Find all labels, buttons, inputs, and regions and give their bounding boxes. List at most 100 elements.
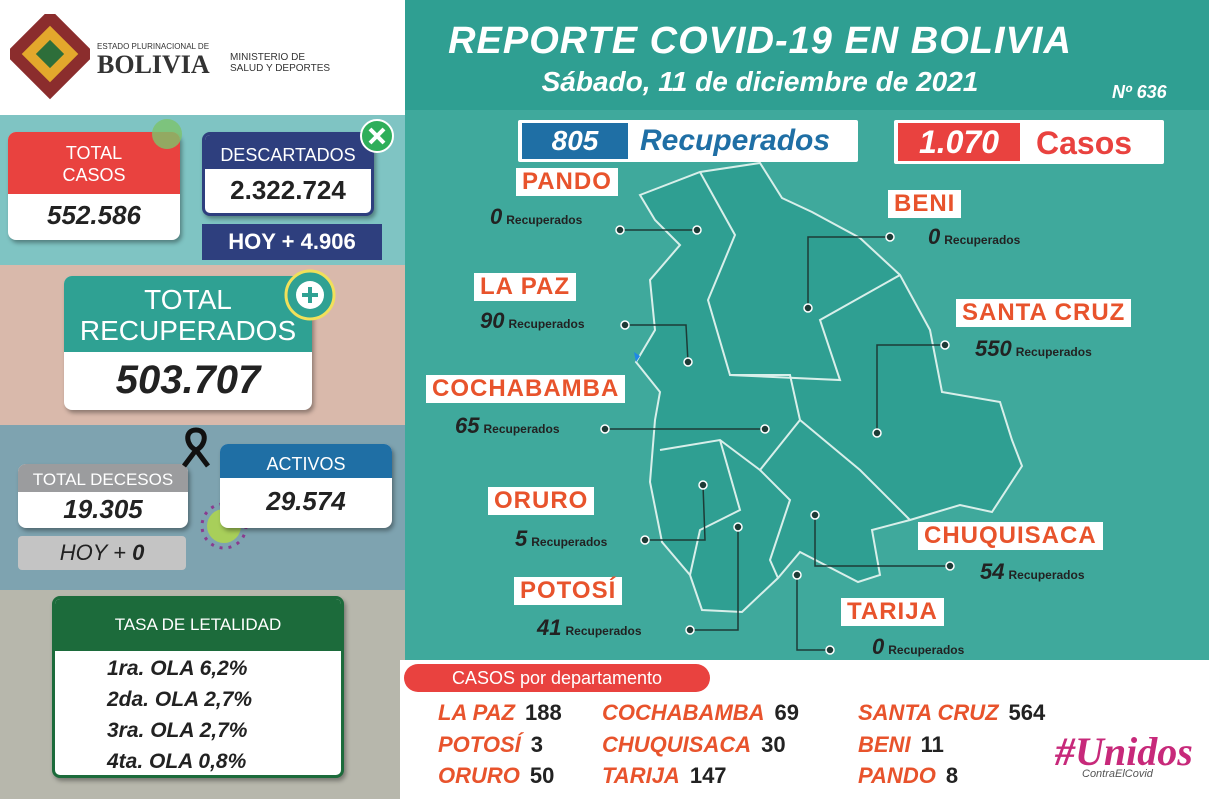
leader-line <box>814 515 950 567</box>
lethality-row: 1ra. OLA 6,2% <box>107 657 248 680</box>
title: REPORTE COVID-19 EN BOLIVIA <box>448 20 1072 62</box>
leader-line <box>625 324 689 363</box>
label: ACTIVOS <box>220 444 392 478</box>
recovered-card: TOTAL RECUPERADOS 503.707 <box>64 276 312 410</box>
leader-line <box>876 344 945 433</box>
date: Sábado, 11 de diciembre de 2021 <box>541 66 979 97</box>
active-card: ACTIVOS 29.574 <box>220 444 392 528</box>
unit: Recuperados <box>483 422 560 436</box>
label: HOY + <box>59 540 126 565</box>
name: POTOSÍ <box>438 732 521 757</box>
department-name: POTOSÍ <box>514 577 623 605</box>
label: RECUPERADOS <box>79 315 297 346</box>
department-name: BENI <box>888 190 962 218</box>
department-recovered: 550 Recuperados <box>975 336 1092 362</box>
unit: Recuperados <box>565 624 642 638</box>
lethality-card: TASA DE LETALIDAD 1ra. OLA 6,2% 2da. OLA … <box>52 596 344 778</box>
value: 29.574 <box>266 486 346 516</box>
dot <box>872 428 882 438</box>
department-cases: TARIJA 147 <box>602 763 727 789</box>
department-recovered: 65 Recuperados <box>455 413 560 439</box>
lethality-row: 2da. OLA 2,7% <box>107 688 253 711</box>
label: Casos <box>1036 125 1133 161</box>
logo-emblem <box>10 14 90 100</box>
lethality-row: 4ta. OLA 0,8% <box>107 750 247 773</box>
value: 3 <box>530 732 543 757</box>
department-cases: SANTA CRUZ 564 <box>858 700 1045 726</box>
ministry: MINISTERIO DE <box>230 52 306 63</box>
label: TOTAL <box>65 143 123 163</box>
department-cases: POTOSÍ 3 <box>438 732 543 758</box>
value: 11 <box>920 732 944 757</box>
department-cases: BENI 11 <box>858 732 944 758</box>
value: 19.305 <box>63 494 143 524</box>
unit: Recuperados <box>1015 345 1092 359</box>
department-name: LA PAZ <box>474 273 576 301</box>
value: 805 <box>522 123 628 159</box>
gov-name: BOLIVIA <box>97 50 210 79</box>
value: 69 <box>774 700 800 725</box>
department-recovered: 90 Recuperados <box>480 308 585 334</box>
value: 188 <box>525 700 562 725</box>
name: ORURO <box>438 763 520 788</box>
hashtag: #Unidos <box>1055 729 1193 774</box>
name: BENI <box>858 732 911 757</box>
department-cases: COCHABAMBA 69 <box>602 700 799 726</box>
value: 2.322.724 <box>230 175 346 205</box>
value: 41 <box>537 615 562 640</box>
dot <box>615 225 625 235</box>
unit: Recuperados <box>944 233 1021 247</box>
deaths-today: HOY + 0 <box>18 536 186 570</box>
ministry: SALUD Y DEPORTES <box>230 63 331 74</box>
department-cases: CHUQUISACA 30 <box>602 732 786 758</box>
dot <box>945 561 955 571</box>
department-cases: PANDO 8 <box>858 763 958 789</box>
dot <box>733 522 743 532</box>
dot <box>698 480 708 490</box>
total-cases-card: TOTAL CASOS 552.586 <box>8 132 180 240</box>
hashtag-sub: ContraElCovid <box>1082 768 1153 780</box>
department-name: PANDO <box>516 168 618 196</box>
gov-line: ESTADO PLURINACIONAL DE <box>97 42 210 51</box>
value: 5 <box>515 526 528 551</box>
label: TOTAL <box>144 284 232 315</box>
department-name: COCHABAMBA <box>426 375 626 403</box>
label: TASA DE LETALIDAD <box>55 599 341 651</box>
deaths-card: TOTAL DECESOS 19.305 <box>18 464 188 528</box>
value: 54 <box>980 559 1005 584</box>
department-recovered: 0 Recuperados <box>928 224 1020 250</box>
leader-line <box>796 575 830 651</box>
department-recovered: 0 Recuperados <box>490 204 582 230</box>
leader-line <box>690 527 739 631</box>
dot <box>825 645 835 655</box>
label: DESCARTADOS <box>205 135 371 169</box>
bolivia-shape <box>634 161 1024 614</box>
department-recovered: 54 Recuperados <box>980 559 1085 585</box>
dot <box>620 320 630 330</box>
dot <box>640 535 650 545</box>
name: SANTA CRUZ <box>858 700 999 725</box>
name: LA PAZ <box>438 700 515 725</box>
dot <box>683 357 693 367</box>
cases-by-dept-title: CASOS por departamento <box>404 664 710 692</box>
dot <box>600 424 610 434</box>
x-icon <box>360 119 394 153</box>
value: 0 <box>928 224 941 249</box>
discarded-card: DESCARTADOS 2.322.724 <box>202 132 374 216</box>
unit: Recuperados <box>1008 568 1085 582</box>
label: TOTAL DECESOS <box>18 464 188 492</box>
dot <box>792 570 802 580</box>
department-cases: LA PAZ 188 <box>438 700 562 726</box>
dot <box>940 340 950 350</box>
department-name: TARIJA <box>841 598 944 626</box>
value: 503.707 <box>115 358 261 402</box>
name: PANDO <box>858 763 936 788</box>
value: 50 <box>529 763 555 788</box>
value: 8 <box>945 763 959 788</box>
name: TARIJA <box>602 763 680 788</box>
label: CASOS <box>62 165 126 185</box>
lethality-row: 3ra. OLA 2,7% <box>107 719 248 742</box>
value: 4.906 <box>300 229 356 254</box>
value: 0 <box>132 540 145 565</box>
